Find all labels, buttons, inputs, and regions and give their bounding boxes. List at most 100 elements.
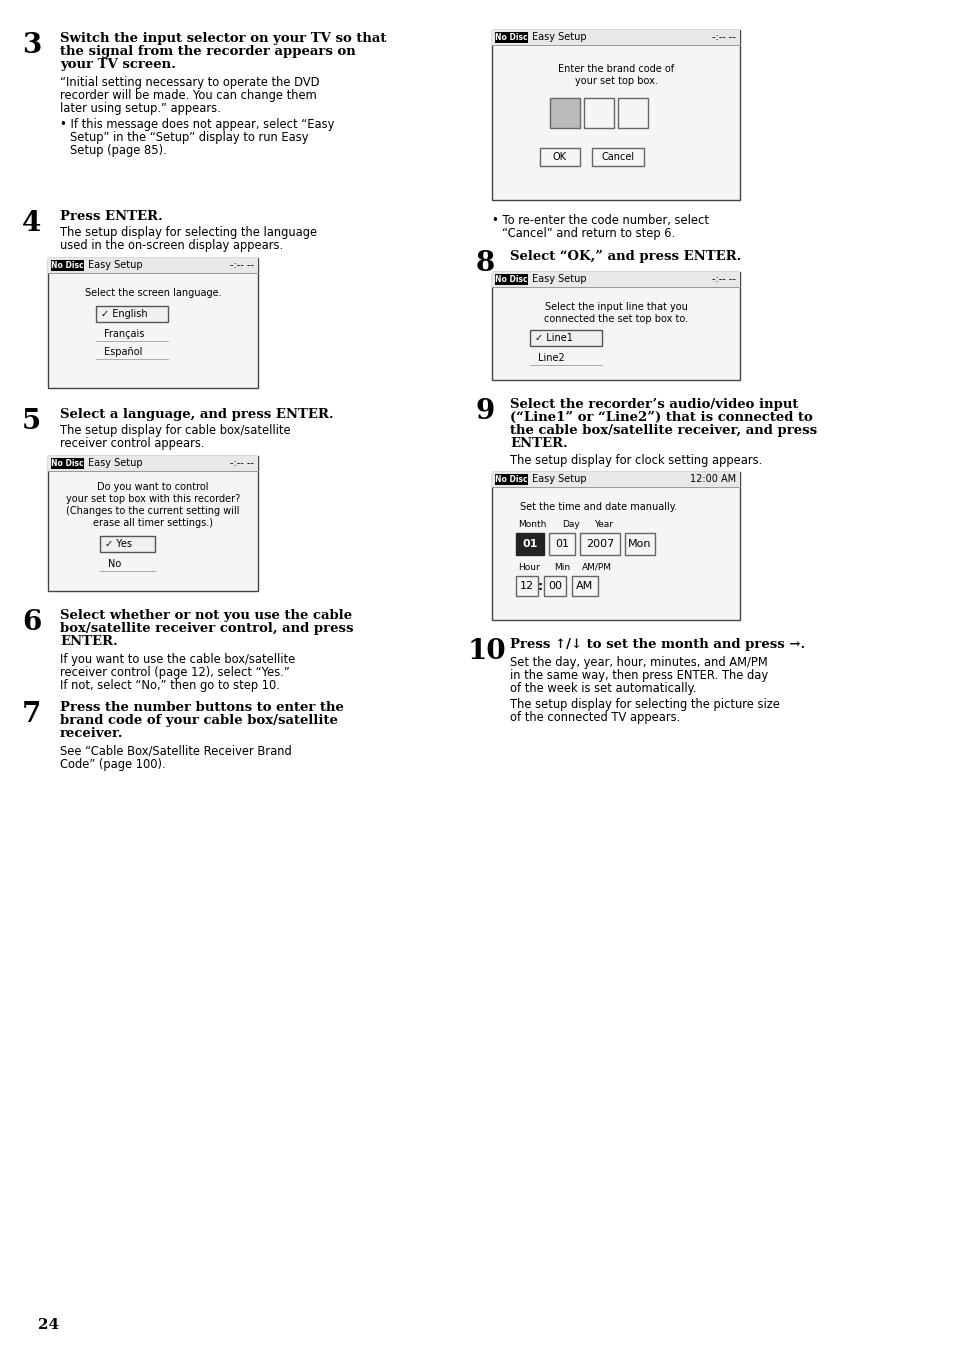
Text: receiver control appears.: receiver control appears.	[60, 437, 204, 450]
Text: 2007: 2007	[585, 539, 614, 549]
Text: 24: 24	[38, 1318, 59, 1332]
Text: Setup (page 85).: Setup (page 85).	[70, 145, 167, 157]
Text: ✓ English: ✓ English	[101, 310, 148, 319]
Text: Easy Setup: Easy Setup	[532, 32, 586, 42]
Text: 5: 5	[22, 408, 41, 435]
Text: recorder will be made. You can change them: recorder will be made. You can change th…	[60, 89, 316, 101]
Bar	[96, 306, 168, 322]
Bar	[48, 456, 257, 470]
Text: No Disc: No Disc	[495, 274, 527, 284]
Text: 4: 4	[22, 210, 41, 237]
Text: ✓ Line1: ✓ Line1	[535, 333, 572, 343]
Bar	[579, 533, 619, 556]
Text: If you want to use the cable box/satellite: If you want to use the cable box/satelli…	[60, 653, 294, 667]
Bar	[51, 458, 84, 469]
Text: Hour: Hour	[517, 562, 539, 572]
Text: 12:00 AM: 12:00 AM	[689, 475, 735, 484]
Text: 01: 01	[521, 539, 537, 549]
Text: later using setup.” appears.: later using setup.” appears.	[60, 101, 220, 115]
Text: 8: 8	[476, 250, 495, 277]
Text: ✓ Yes: ✓ Yes	[105, 539, 132, 549]
Text: AM/PM: AM/PM	[581, 562, 612, 572]
Text: Select the screen language.: Select the screen language.	[85, 288, 221, 297]
Text: Easy Setup: Easy Setup	[88, 261, 143, 270]
Text: Code” (page 100).: Code” (page 100).	[60, 758, 166, 771]
Text: Month: Month	[517, 521, 546, 529]
Text: Select whether or not you use the cable: Select whether or not you use the cable	[60, 608, 352, 622]
Text: Switch the input selector on your TV so that: Switch the input selector on your TV so …	[60, 32, 386, 45]
Text: Press ↑/↓ to set the month and press →.: Press ↑/↓ to set the month and press →.	[510, 638, 804, 652]
Text: 7: 7	[22, 700, 41, 727]
Text: 9: 9	[476, 397, 495, 425]
Text: -:-- --: -:-- --	[711, 32, 735, 42]
Text: The setup display for cable box/satellite: The setup display for cable box/satellit…	[60, 425, 291, 437]
Text: See “Cable Box/Satellite Receiver Brand: See “Cable Box/Satellite Receiver Brand	[60, 745, 292, 758]
Text: Select the input line that you: Select the input line that you	[544, 301, 687, 312]
Bar	[492, 30, 740, 45]
Text: 01: 01	[555, 539, 568, 549]
Bar	[492, 30, 740, 200]
Bar	[516, 533, 543, 556]
Text: the cable box/satellite receiver, and press: the cable box/satellite receiver, and pr…	[510, 425, 817, 437]
Bar	[572, 576, 598, 596]
Text: -:-- --: -:-- --	[230, 261, 253, 270]
Text: (Changes to the current setting will: (Changes to the current setting will	[66, 506, 239, 516]
Text: Press the number buttons to enter the: Press the number buttons to enter the	[60, 700, 343, 714]
Bar	[492, 472, 740, 621]
Text: of the week is set automatically.: of the week is set automatically.	[510, 681, 696, 695]
Text: Set the day, year, hour, minutes, and AM/PM: Set the day, year, hour, minutes, and AM…	[510, 656, 767, 669]
Text: ENTER.: ENTER.	[510, 437, 567, 450]
Text: ENTER.: ENTER.	[60, 635, 117, 648]
Text: brand code of your cable box/satellite: brand code of your cable box/satellite	[60, 714, 337, 727]
Text: receiver.: receiver.	[60, 727, 123, 740]
Text: receiver control (page 12), select “Yes.”: receiver control (page 12), select “Yes.…	[60, 667, 290, 679]
Text: (“Line1” or “Line2”) that is connected to: (“Line1” or “Line2”) that is connected t…	[510, 411, 812, 425]
Text: AM: AM	[576, 581, 593, 591]
Text: -:-- --: -:-- --	[230, 458, 253, 469]
Bar	[583, 97, 614, 128]
Text: If not, select “No,” then go to step 10.: If not, select “No,” then go to step 10.	[60, 679, 279, 692]
Text: connected the set top box to.: connected the set top box to.	[543, 314, 687, 324]
Text: of the connected TV appears.: of the connected TV appears.	[510, 711, 679, 725]
Text: Line2: Line2	[537, 353, 564, 362]
Text: 6: 6	[22, 608, 41, 635]
Bar	[550, 97, 579, 128]
Text: No Disc: No Disc	[495, 32, 527, 42]
Bar	[492, 472, 740, 487]
Text: Easy Setup: Easy Setup	[532, 475, 586, 484]
Text: Easy Setup: Easy Setup	[88, 458, 143, 469]
Text: Day: Day	[561, 521, 579, 529]
Text: Select “OK,” and press ENTER.: Select “OK,” and press ENTER.	[510, 250, 740, 264]
Bar	[495, 475, 527, 485]
Bar	[492, 272, 740, 380]
Text: your set top box.: your set top box.	[574, 76, 657, 87]
Text: erase all timer settings.): erase all timer settings.)	[92, 518, 213, 529]
Text: the signal from the recorder appears on: the signal from the recorder appears on	[60, 45, 355, 58]
Text: 3: 3	[22, 32, 41, 59]
Text: The setup display for selecting the picture size: The setup display for selecting the pict…	[510, 698, 779, 711]
Text: Year: Year	[594, 521, 613, 529]
Bar	[495, 274, 527, 285]
Text: No Disc: No Disc	[495, 475, 527, 484]
Text: No: No	[108, 558, 121, 569]
Bar	[495, 32, 527, 43]
Text: Do you want to control: Do you want to control	[97, 483, 209, 492]
Text: The setup display for clock setting appears.: The setup display for clock setting appe…	[510, 454, 761, 466]
Text: :: :	[537, 580, 542, 592]
Bar	[624, 533, 655, 556]
Text: No Disc: No Disc	[51, 458, 84, 468]
Text: used in the on-screen display appears.: used in the on-screen display appears.	[60, 239, 283, 251]
Text: • To re-enter the code number, select: • To re-enter the code number, select	[492, 214, 708, 227]
Text: Setup” in the “Setup” display to run Easy: Setup” in the “Setup” display to run Eas…	[70, 131, 308, 145]
Text: Español: Español	[104, 347, 142, 357]
Text: box/satellite receiver control, and press: box/satellite receiver control, and pres…	[60, 622, 354, 635]
Text: Easy Setup: Easy Setup	[532, 274, 586, 284]
Text: Cancel: Cancel	[600, 151, 634, 162]
Text: “Initial setting necessary to operate the DVD: “Initial setting necessary to operate th…	[60, 76, 319, 89]
Text: OK: OK	[553, 151, 566, 162]
Text: Min: Min	[554, 562, 570, 572]
Text: Mon: Mon	[628, 539, 651, 549]
Bar	[543, 576, 565, 596]
Text: • If this message does not appear, select “Easy: • If this message does not appear, selec…	[60, 118, 334, 131]
Bar	[51, 260, 84, 270]
